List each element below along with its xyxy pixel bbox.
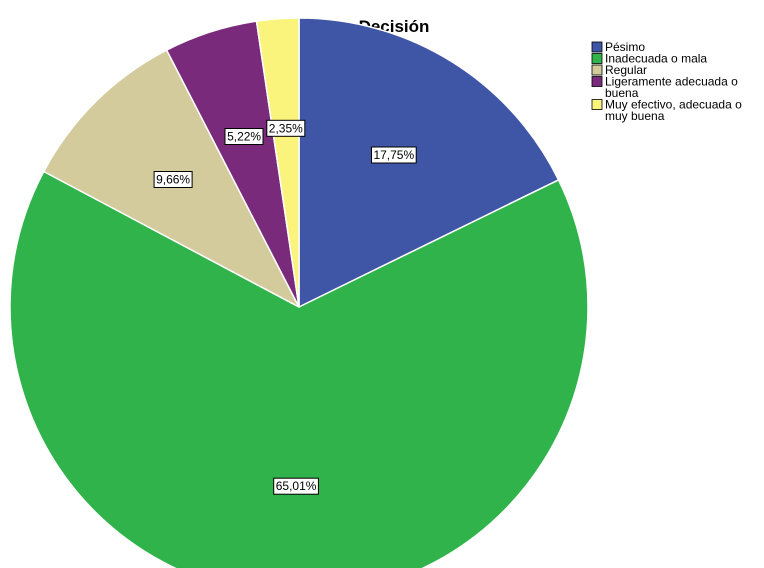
pie-slice-0	[298, 17, 560, 308]
pie-slice-4	[255, 17, 300, 308]
legend-swatch-1	[591, 53, 603, 64]
legend-item-1: Inadecuada o mala	[591, 52, 707, 66]
pie-data-labels: 17,75% 65,01% 9,66% 5,22% 2,35%	[153, 119, 417, 495]
data-label-3: 5,22%	[224, 128, 264, 145]
data-label-text-1: 65,01%	[276, 479, 317, 493]
legend-label-1: Inadecuada o mala	[605, 52, 707, 66]
data-label-box-1	[273, 477, 319, 495]
legend-swatch-2	[591, 64, 603, 76]
legend-label-0: Pésimo	[605, 40, 645, 54]
data-label-text-3: 5,22%	[227, 130, 261, 144]
data-label-1: 65,01%	[273, 477, 319, 495]
data-label-text-0: 17,75%	[373, 148, 414, 162]
legend-label-3: Ligeramente adecuada o buena	[605, 75, 738, 101]
legend-swatch-0	[591, 41, 603, 53]
legend-item-3: Ligeramente adecuada o buena	[591, 75, 738, 101]
data-label-4: 2,35%	[266, 119, 306, 137]
data-label-box-3	[224, 128, 264, 145]
legend-item-4: Muy efectivo, adecuada o muy buena	[591, 98, 742, 124]
data-label-text-2: 9,66%	[156, 173, 190, 187]
legend-label-4: Muy efectivo, adecuada o muy buena	[605, 98, 742, 124]
legend-label-2: Regular	[605, 63, 647, 77]
legend-item-2: Regular	[591, 63, 647, 77]
data-label-2: 9,66%	[153, 171, 193, 188]
data-label-box-2	[153, 171, 193, 188]
data-label-box-0	[371, 146, 417, 164]
pie-slice-1	[9, 170, 589, 568]
legend-swatch-4	[591, 99, 603, 110]
data-label-0: 17,75%	[371, 146, 417, 164]
legend-item-0: Pésimo	[591, 40, 645, 54]
data-label-text-4: 2,35%	[269, 121, 303, 135]
legend-swatch-3	[591, 76, 603, 87]
data-label-box-4	[266, 119, 306, 137]
